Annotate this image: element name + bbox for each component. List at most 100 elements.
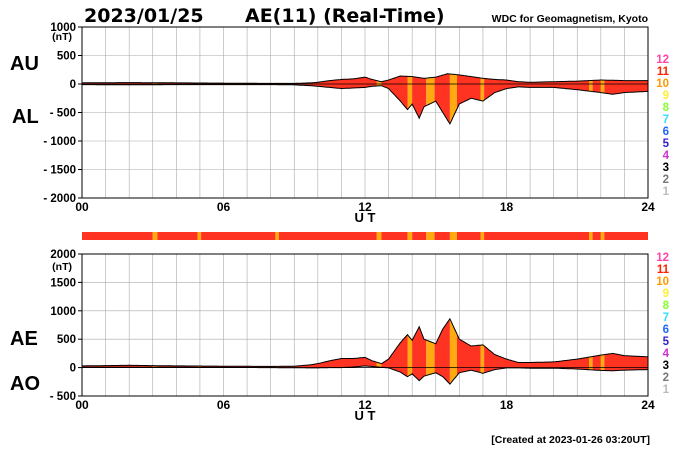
strip-segment [412,232,427,240]
station-legend-item: 11 [657,264,670,276]
ae-label: AE [10,328,38,350]
area-fill-segment [457,74,481,109]
area-fill-segment [589,80,593,92]
strip-segment [592,232,601,240]
station-legend-item: 10 [656,276,669,288]
strip-segment [152,232,158,240]
area-fill-segment [278,357,377,368]
y-tick-label: 500 [57,334,76,346]
area-fill-segment [484,345,589,373]
al-label: AL [12,106,39,128]
station-legend-item: 6 [663,126,669,138]
ao-label: AO [10,373,40,395]
strip-segment [604,232,648,240]
area-fill-segment [604,80,648,95]
area-fill-segment [449,74,457,124]
y-tick-label: 500 [57,51,76,63]
strip-segment [407,232,413,240]
y-tick-label: 1000 [50,22,76,34]
station-legend-item: 3 [663,162,669,174]
area-fill-segment [449,318,457,385]
y-tick-label: - 1500 [43,165,76,177]
strip-segment [201,232,276,240]
area-fill-segment [426,77,435,106]
chart-date: 2023/01/25 [84,5,204,27]
y-tick-label: 1000 [50,306,76,318]
area-fill-segment [457,334,481,376]
strip-segment [278,232,377,240]
data-source-label: WDC for Geomagnetism, Kyoto [492,13,648,25]
strip-segment [484,232,590,240]
created-timestamp: [Created at 2023-01-26 03:20UT] [491,434,650,446]
strip-segment [434,232,450,240]
area-fill-segment [592,355,601,371]
station-legend-item: 5 [663,336,670,348]
y-tick-label: - 500 [50,391,76,403]
x-tick-label: 18 [500,200,514,214]
y-tick-label: 1500 [50,277,76,289]
area-fill-segment [426,340,435,376]
station-legend-item: 12 [656,54,669,66]
station-legend-item: 7 [663,114,669,126]
strip-segment [456,232,481,240]
area-fill-segment [592,80,601,93]
station-legend-item: 6 [663,324,669,336]
area-fill-segment [600,354,605,371]
series-line-al [82,84,649,125]
ae-ao-xlabel: U T [355,408,376,423]
area-fill-segment [412,326,427,381]
x-tick-label: 18 [500,398,514,412]
au-al-xlabel: U T [355,210,376,225]
station-legend-item: 4 [663,348,670,360]
station-legend-item: 9 [663,288,669,300]
strip-segment [426,232,435,240]
station-legend-item: 8 [663,102,670,114]
station-legend-item: 5 [663,138,670,150]
area-fill-segment [412,76,427,119]
strip-segment [589,232,593,240]
x-tick-label: 06 [217,398,231,412]
area-fill-segment [589,356,593,370]
x-tick-label: 24 [641,398,655,412]
x-tick-label: 00 [75,200,89,214]
strip-segment [480,232,485,240]
station-legend-item: 4 [663,150,670,162]
station-legend-item: 8 [663,300,670,312]
plot-frame [81,253,649,397]
station-legend-item: 1 [663,384,670,396]
area-fill-segment [407,334,413,377]
area-fill-segment [278,77,377,89]
series-line-au [82,73,648,84]
series-line-ae [82,317,648,367]
area-fill-segment [376,80,382,86]
station-legend-item: 2 [663,174,669,186]
station-legend-item: 10 [656,78,669,90]
ae-ao-unit-label: (nT) [52,261,72,273]
station-legend-item: 2 [663,372,669,384]
y-tick-label: 0 [70,363,76,375]
y-tick-label: - 500 [50,108,76,120]
x-tick-label: 06 [217,200,231,214]
strip-segment [449,232,457,240]
station-legend-item: 11 [657,66,670,78]
station-legend-item: 1 [663,186,670,198]
strip-segment [157,232,198,240]
x-tick-label: 12 [358,398,372,412]
station-legend-item: 7 [663,312,669,324]
area-fill-segment [407,76,413,110]
x-tick-label: 24 [641,200,655,214]
au-label: AU [10,53,39,75]
x-tick-label: 12 [358,200,372,214]
au-al-unit-label: (nT) [52,31,72,43]
station-legend-item: 9 [663,90,669,102]
strip-segment [197,232,202,240]
y-tick-label: 2000 [50,249,76,261]
area-fill-segment [604,353,648,371]
y-tick-label: - 1000 [43,136,76,148]
station-coverage-strip [82,232,648,240]
chart-title: AE(11) (Real-Time) [245,5,445,27]
